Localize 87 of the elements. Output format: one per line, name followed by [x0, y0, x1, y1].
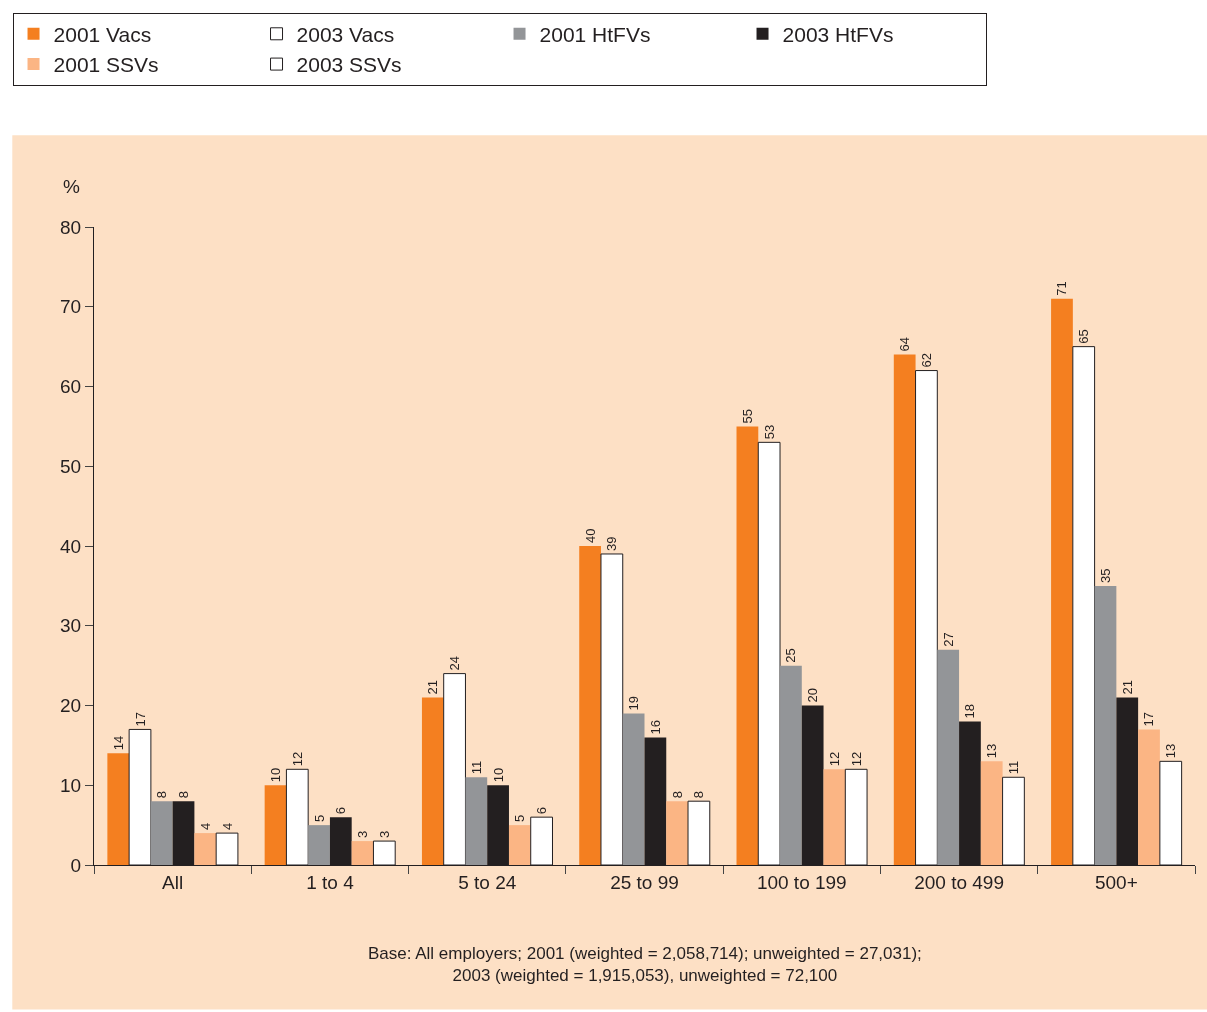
data-label: 4 [197, 822, 213, 831]
data-label: 55 [739, 408, 755, 424]
x-tick-label: 25 to 99 [610, 871, 679, 893]
x-tick-label: 1 to 4 [306, 871, 355, 893]
x-tick-label: 500+ [1094, 871, 1138, 893]
y-tick-label: 60 [60, 376, 82, 398]
legend-label: 2001 SSVs [53, 53, 159, 77]
legend-label: 2001 HtFVs [539, 22, 651, 46]
y-tick-label: 20 [60, 695, 82, 717]
x-tick-label: All [162, 871, 184, 893]
data-label: 4 [219, 822, 235, 831]
text: Base: All employers; 2001 (weighted = 2,058,714); unweighted = 27,031); 2003 (weighted = 1,915,053), unweighted = 72,100 [368, 944, 922, 986]
y-tick-label: 70 [60, 296, 82, 318]
bar [465, 777, 488, 865]
x-tick-label: 5 to 24 [458, 871, 517, 893]
data-label: 21 [1119, 680, 1135, 695]
data-label: 8 [691, 790, 707, 799]
data-label: 17 [1141, 711, 1157, 727]
data-label: 40 [582, 528, 598, 543]
bar [736, 426, 759, 865]
y-tick-label: 50 [60, 455, 82, 477]
bar [1094, 585, 1117, 865]
bar [264, 785, 287, 865]
data-label: 13 [1163, 743, 1179, 759]
bar [937, 649, 960, 865]
data-label: 39 [604, 536, 620, 551]
x-tick-label: 200 to 499 [914, 871, 1004, 893]
bar [150, 801, 173, 865]
data-label: 19 [626, 696, 642, 711]
data-label: 53 [761, 424, 777, 440]
bar [579, 546, 601, 865]
y-tick-label: 0 [70, 854, 82, 876]
y-tick-label: 30 [60, 615, 82, 637]
data-label: 35 [1097, 568, 1113, 583]
data-label: 8 [669, 790, 685, 799]
data-label: 5 [512, 814, 528, 823]
data-label: 6 [534, 806, 550, 815]
data-label: 25 [783, 648, 799, 663]
y-axis-title: % [63, 176, 80, 197]
bar [194, 833, 217, 865]
bar [980, 761, 1003, 865]
bar [107, 753, 130, 865]
y-tick-label: 40 [60, 535, 82, 557]
bar [622, 713, 645, 865]
data-label: 17 [132, 711, 148, 727]
bar [1051, 298, 1073, 865]
data-label: 10 [490, 767, 506, 783]
data-label: 71 [1054, 281, 1070, 296]
bar [351, 841, 374, 865]
bar [421, 697, 444, 865]
data-label: 3 [376, 830, 392, 839]
data-label: 12 [289, 751, 305, 767]
data-label: 64 [897, 337, 913, 352]
data-label: 12 [826, 751, 842, 767]
data-label: 8 [176, 790, 192, 799]
y-tick-label: 80 [60, 216, 82, 238]
data-label: 16 [647, 719, 663, 735]
legend-label: 2001 Vacs [53, 22, 152, 46]
data-label: 11 [1005, 760, 1021, 775]
data-label: 8 [154, 790, 170, 799]
legend-label: 2003 Vacs [296, 22, 395, 46]
data-label: 20 [805, 688, 821, 703]
data-label: 5 [311, 814, 327, 823]
y-tick-label: 10 [60, 774, 82, 796]
data-label: 12 [848, 751, 864, 767]
bar [666, 801, 689, 865]
bar [1138, 729, 1160, 865]
bar [823, 769, 846, 865]
data-label: 3 [355, 830, 371, 839]
data-label: 10 [268, 767, 284, 783]
data-label: 27 [940, 632, 956, 647]
data-label: 6 [333, 806, 349, 815]
data-label: 21 [425, 680, 441, 695]
data-label: 14 [110, 735, 126, 751]
data-label: 62 [918, 353, 934, 368]
x-tick-label: 100 to 199 [756, 871, 847, 893]
legend-label: 2003 SSVs [296, 53, 402, 77]
bar [508, 825, 531, 865]
legend-label: 2003 HtFVs [782, 22, 894, 46]
data-label: 13 [984, 743, 1000, 759]
bar [893, 354, 916, 865]
data-label: 65 [1076, 329, 1092, 344]
data-label: 18 [962, 703, 978, 719]
bar [308, 825, 330, 865]
data-label: 11 [468, 760, 484, 775]
data-label: 24 [447, 656, 463, 671]
bar [780, 665, 802, 865]
